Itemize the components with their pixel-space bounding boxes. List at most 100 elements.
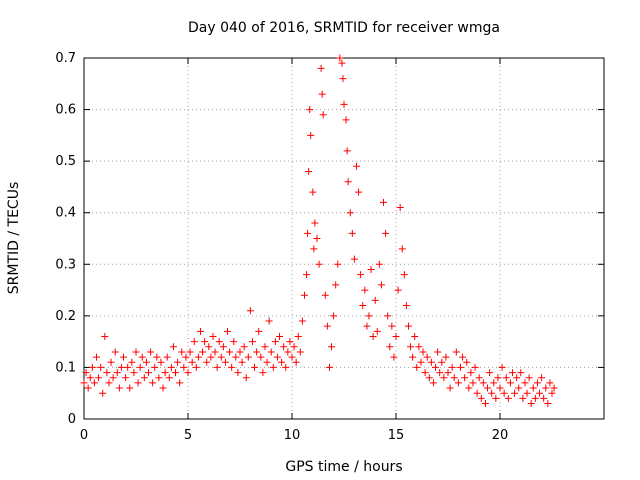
data-point bbox=[429, 379, 437, 387]
data-point bbox=[373, 327, 381, 335]
data-point bbox=[502, 374, 510, 382]
data-point bbox=[213, 363, 221, 371]
data-point bbox=[506, 379, 514, 387]
data-point bbox=[375, 260, 383, 268]
data-point bbox=[409, 353, 417, 361]
y-tick-label: 0.5 bbox=[55, 154, 76, 169]
data-point bbox=[122, 374, 130, 382]
data-point bbox=[540, 394, 548, 402]
data-point bbox=[384, 312, 392, 320]
data-point bbox=[486, 369, 494, 377]
data-points bbox=[80, 54, 558, 408]
data-point bbox=[134, 379, 142, 387]
data-point bbox=[136, 363, 144, 371]
data-point bbox=[199, 348, 207, 356]
axis-ticks: 0 0.1 0.2 0.3 0.4 0.5 0.6 0.7 0 5 10 15 20 bbox=[55, 51, 604, 443]
data-point bbox=[80, 379, 88, 387]
data-point bbox=[369, 332, 377, 340]
data-point bbox=[448, 363, 456, 371]
data-point bbox=[163, 353, 171, 361]
data-point bbox=[550, 384, 558, 392]
data-point bbox=[346, 209, 354, 217]
data-point bbox=[546, 379, 554, 387]
data-point bbox=[415, 343, 423, 351]
x-axis-label: GPS time / hours bbox=[285, 459, 402, 475]
data-point bbox=[508, 369, 516, 377]
data-point bbox=[111, 348, 119, 356]
data-point bbox=[531, 394, 539, 402]
data-point bbox=[161, 369, 169, 377]
data-point bbox=[113, 369, 121, 377]
data-point bbox=[484, 384, 492, 392]
data-point bbox=[400, 271, 408, 279]
data-point bbox=[172, 369, 180, 377]
data-point bbox=[340, 100, 348, 108]
data-point bbox=[107, 358, 115, 366]
data-point bbox=[273, 353, 281, 361]
data-point bbox=[184, 369, 192, 377]
data-point bbox=[232, 353, 240, 361]
data-point bbox=[471, 363, 479, 371]
data-point bbox=[386, 343, 394, 351]
data-point bbox=[475, 374, 483, 382]
x-tick-label: 0 bbox=[80, 428, 88, 443]
data-point bbox=[99, 389, 107, 397]
data-point bbox=[452, 348, 460, 356]
y-tick-label: 0.2 bbox=[55, 309, 76, 324]
data-point bbox=[282, 363, 290, 371]
data-point bbox=[413, 363, 421, 371]
data-point bbox=[207, 353, 215, 361]
data-point bbox=[155, 374, 163, 382]
data-point bbox=[332, 281, 340, 289]
data-point bbox=[517, 369, 525, 377]
chart-title: Day 040 of 2016, SRMTID for receiver wmg… bbox=[188, 20, 500, 36]
x-tick-label: 20 bbox=[492, 428, 509, 443]
data-point bbox=[294, 332, 302, 340]
data-point bbox=[473, 389, 481, 397]
data-point bbox=[271, 338, 279, 346]
data-point bbox=[278, 358, 286, 366]
data-point bbox=[313, 235, 321, 242]
data-point bbox=[444, 369, 452, 377]
data-point bbox=[153, 353, 161, 361]
data-point bbox=[343, 147, 351, 155]
data-point bbox=[82, 369, 90, 377]
data-point bbox=[479, 379, 487, 387]
plot-frame bbox=[83, 57, 605, 420]
data-point bbox=[469, 379, 477, 387]
data-point bbox=[305, 167, 313, 175]
data-point bbox=[465, 384, 473, 392]
data-point bbox=[496, 384, 504, 392]
data-point bbox=[525, 374, 533, 382]
data-point bbox=[521, 379, 529, 387]
data-point bbox=[253, 348, 261, 356]
data-point bbox=[182, 353, 190, 361]
grid bbox=[84, 58, 604, 419]
data-point bbox=[120, 353, 128, 361]
data-point bbox=[238, 358, 246, 366]
data-point bbox=[307, 131, 315, 139]
data-point bbox=[290, 343, 298, 351]
data-point bbox=[538, 374, 546, 382]
data-point bbox=[511, 389, 519, 397]
data-point bbox=[328, 343, 336, 351]
data-point bbox=[140, 374, 148, 382]
data-point bbox=[236, 348, 244, 356]
data-point bbox=[280, 343, 288, 351]
data-point bbox=[427, 358, 435, 366]
data-point bbox=[548, 389, 556, 397]
data-point bbox=[124, 363, 132, 371]
data-point bbox=[411, 332, 419, 340]
data-point bbox=[178, 348, 186, 356]
data-point bbox=[492, 394, 500, 402]
data-point bbox=[246, 307, 254, 315]
data-point bbox=[192, 363, 200, 371]
data-point bbox=[407, 343, 415, 351]
y-tick-label: 0.4 bbox=[55, 206, 76, 221]
x-tick-label: 15 bbox=[388, 428, 405, 443]
data-point bbox=[251, 363, 259, 371]
data-point bbox=[309, 188, 317, 196]
data-point bbox=[490, 379, 498, 387]
data-point bbox=[500, 389, 508, 397]
